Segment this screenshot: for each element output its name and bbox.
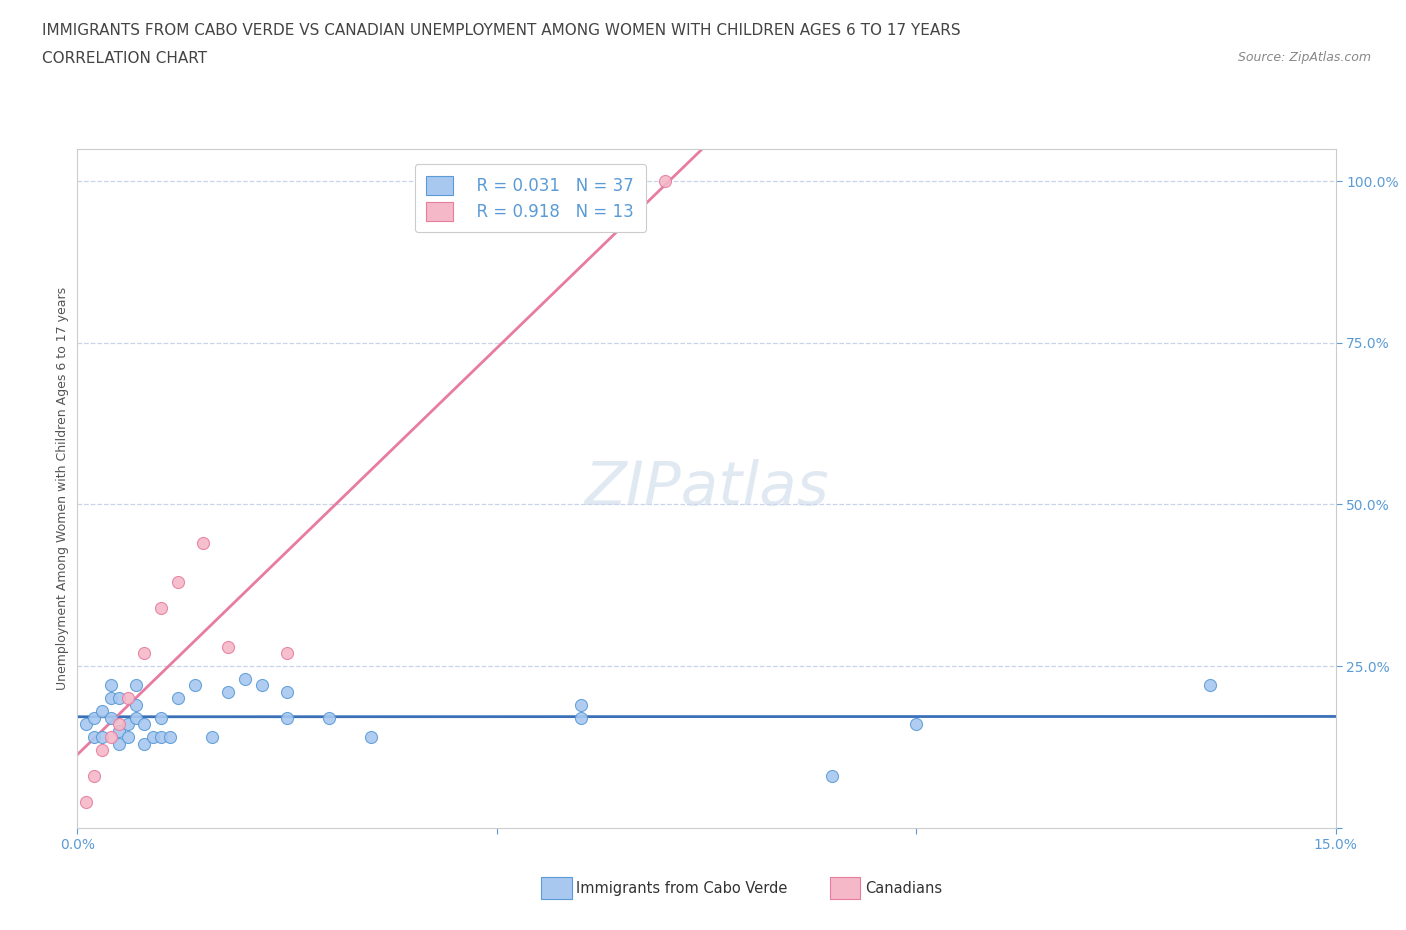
Point: [150, 711, 173, 725]
Point: [91, 730, 114, 745]
Point: [150, 601, 173, 616]
Point: [233, 671, 256, 686]
Point: [217, 684, 239, 699]
Point: [100, 678, 122, 693]
Text: ZIPatlas: ZIPatlas: [585, 458, 828, 518]
Point: [1199, 678, 1222, 693]
Y-axis label: Unemployment Among Women with Children Ages 6 to 17 years: Unemployment Among Women with Children A…: [56, 286, 69, 690]
Point: [150, 730, 173, 745]
Point: [91, 704, 114, 719]
Point: [125, 711, 148, 725]
Point: [100, 691, 122, 706]
Point: [134, 645, 156, 660]
Text: Source: ZipAtlas.com: Source: ZipAtlas.com: [1237, 51, 1371, 64]
Point: [108, 691, 131, 706]
Point: [100, 711, 122, 725]
Point: [134, 737, 156, 751]
Point: [159, 730, 181, 745]
Point: [134, 717, 156, 732]
Point: [108, 737, 131, 751]
Point: [100, 730, 122, 745]
Point: [83, 711, 105, 725]
Point: [108, 724, 131, 738]
Point: [905, 717, 928, 732]
Point: [217, 639, 239, 654]
Text: Immigrants from Cabo Verde: Immigrants from Cabo Verde: [576, 881, 787, 896]
Point: [821, 768, 844, 783]
Point: [117, 691, 139, 706]
Point: [654, 174, 676, 189]
Point: [108, 717, 131, 732]
Point: [75, 717, 97, 732]
Point: [83, 730, 105, 745]
Point: [191, 536, 215, 551]
Point: [360, 730, 382, 745]
Point: [318, 711, 340, 725]
Point: [117, 730, 139, 745]
Point: [184, 678, 207, 693]
Text: Canadians: Canadians: [865, 881, 942, 896]
Point: [83, 768, 105, 783]
Text: IMMIGRANTS FROM CABO VERDE VS CANADIAN UNEMPLOYMENT AMONG WOMEN WITH CHILDREN AG: IMMIGRANTS FROM CABO VERDE VS CANADIAN U…: [42, 23, 960, 38]
Text: CORRELATION CHART: CORRELATION CHART: [42, 51, 207, 66]
Point: [276, 645, 298, 660]
Point: [91, 743, 114, 758]
Point: [276, 684, 298, 699]
Point: [75, 794, 97, 809]
Point: [200, 730, 222, 745]
Point: [167, 691, 190, 706]
Point: [117, 717, 139, 732]
Point: [125, 698, 148, 712]
Point: [276, 711, 298, 725]
Legend:   R = 0.031   N = 37,   R = 0.918   N = 13: R = 0.031 N = 37, R = 0.918 N = 13: [415, 164, 645, 232]
Point: [167, 575, 190, 590]
Point: [125, 678, 148, 693]
Point: [569, 711, 592, 725]
Point: [569, 698, 592, 712]
Point: [250, 678, 273, 693]
Point: [142, 730, 165, 745]
